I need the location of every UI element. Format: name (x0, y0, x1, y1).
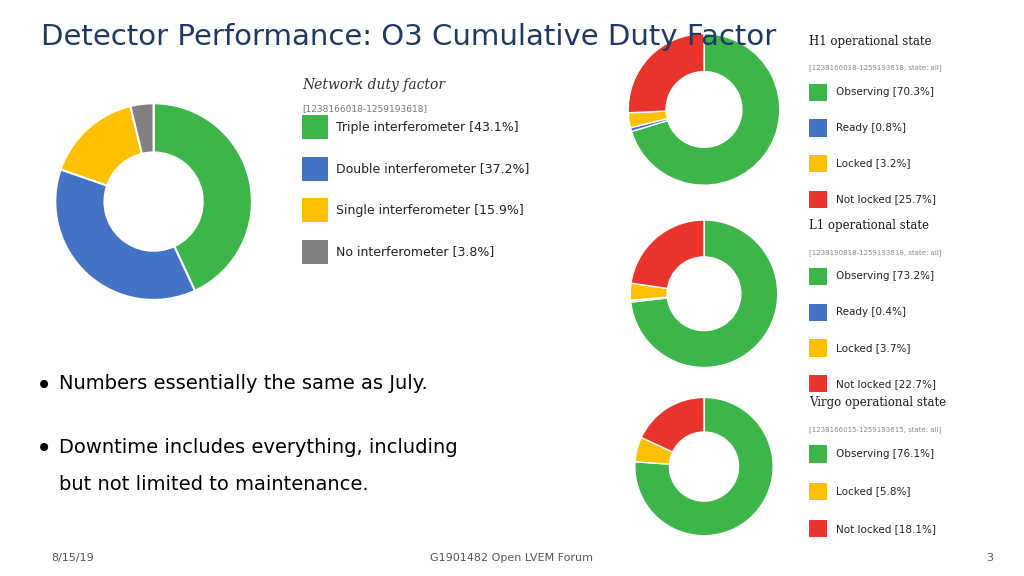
Text: [1238190818-1259193618, state: all]: [1238190818-1259193618, state: all] (809, 249, 942, 256)
Text: Not locked [25.7%]: Not locked [25.7%] (836, 194, 936, 204)
Text: Observing [70.3%]: Observing [70.3%] (836, 87, 934, 97)
Text: Locked [5.8%]: Locked [5.8%] (836, 486, 910, 497)
Text: Numbers essentially the same as July.: Numbers essentially the same as July. (59, 374, 428, 393)
Wedge shape (130, 103, 154, 154)
Text: Locked [3.7%]: Locked [3.7%] (836, 343, 910, 353)
Text: Observing [73.2%]: Observing [73.2%] (836, 271, 934, 282)
Wedge shape (55, 169, 195, 300)
Text: Not locked [18.1%]: Not locked [18.1%] (836, 524, 936, 534)
Text: Virgo operational state: Virgo operational state (809, 396, 946, 410)
Wedge shape (631, 297, 668, 302)
Wedge shape (60, 106, 142, 185)
Text: [1238166018-1259193618, state: all]: [1238166018-1259193618, state: all] (809, 65, 942, 71)
Text: 8/15/19: 8/15/19 (51, 554, 94, 563)
Wedge shape (629, 111, 668, 128)
Wedge shape (635, 438, 673, 464)
Wedge shape (632, 33, 779, 185)
Text: [1238166015-1259193615, state: all]: [1238166015-1259193615, state: all] (809, 426, 941, 433)
Wedge shape (631, 220, 705, 289)
Wedge shape (154, 103, 252, 291)
Wedge shape (629, 33, 705, 113)
Text: L1 operational state: L1 operational state (809, 219, 929, 232)
Text: but not limited to maintenance.: but not limited to maintenance. (59, 475, 369, 494)
Text: •: • (36, 372, 52, 400)
Text: Observing [76.1%]: Observing [76.1%] (836, 449, 934, 459)
Wedge shape (641, 397, 705, 452)
Text: •: • (36, 435, 52, 463)
Wedge shape (631, 283, 668, 300)
Text: Locked [3.2%]: Locked [3.2%] (836, 158, 910, 169)
Wedge shape (631, 220, 777, 367)
Text: Ready [0.4%]: Ready [0.4%] (836, 307, 905, 317)
Wedge shape (635, 397, 773, 536)
Text: [1238166018-1259193618]: [1238166018-1259193618] (302, 104, 427, 113)
Text: 3: 3 (986, 554, 993, 563)
Text: Not locked [22.7%]: Not locked [22.7%] (836, 378, 936, 389)
Text: H1 operational state: H1 operational state (809, 35, 932, 48)
Text: Downtime includes everything, including: Downtime includes everything, including (59, 438, 458, 457)
Text: No interferometer [3.8%]: No interferometer [3.8%] (336, 245, 495, 258)
Text: Network duty factor: Network duty factor (302, 78, 445, 92)
Text: Triple interferometer [43.1%]: Triple interferometer [43.1%] (336, 121, 518, 134)
Text: Detector Performance: O3 Cumulative Duty Factor: Detector Performance: O3 Cumulative Duty… (41, 23, 776, 51)
Wedge shape (631, 119, 668, 131)
Text: G1901482 Open LVEM Forum: G1901482 Open LVEM Forum (430, 554, 594, 563)
Text: Single interferometer [15.9%]: Single interferometer [15.9%] (336, 204, 523, 217)
Text: Ready [0.8%]: Ready [0.8%] (836, 123, 905, 133)
Text: Double interferometer [37.2%]: Double interferometer [37.2%] (336, 162, 529, 175)
